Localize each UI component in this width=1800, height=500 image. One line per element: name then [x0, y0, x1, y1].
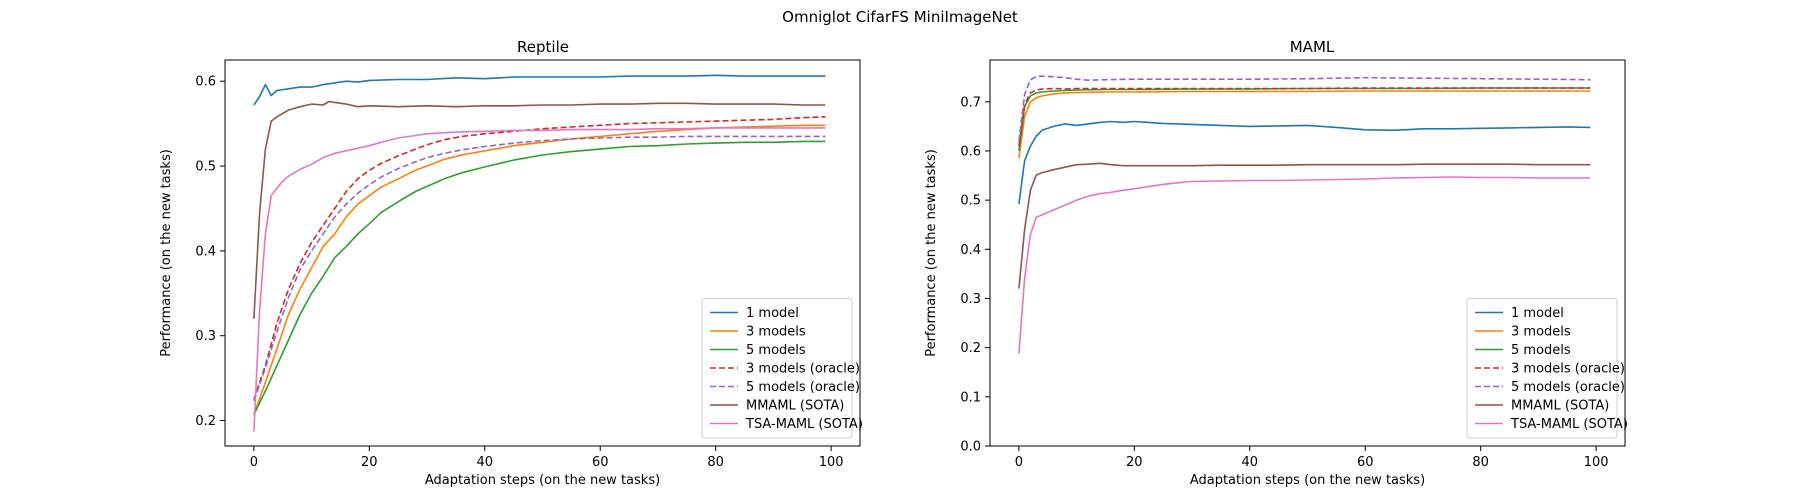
reptile-series-line-5: [253, 100, 826, 319]
maml-chart: MAML 0 20 40 60 80 100 0.0 0.1 0.2 0.3 0.4 0.5 0.6 0.…: [924, 38, 1628, 488]
maml-series-group: [1018, 75, 1591, 354]
maml-legend-label-6: TSA-MAML (SOTA): [1510, 417, 1628, 432]
maml-y-axis-label: Performance (on the new tasks): [924, 149, 939, 357]
reptile-legend-label-4: 5 models (oracle): [746, 380, 860, 395]
maml-legend-label-2: 5 models: [1511, 343, 1571, 358]
maml-y-tick-label: 0.4: [960, 243, 981, 258]
maml-y-tick-label: 0.2: [960, 341, 981, 356]
maml-plot-frame: [989, 59, 1626, 447]
reptile-x-axis-label: Adaptation steps (on the new tasks): [425, 473, 660, 488]
maml-legend-label-1: 3 models: [1511, 325, 1571, 340]
maml-legend: 1 model 3 models 5 models 3 models (oracle)…: [1466, 298, 1628, 439]
reptile-x-tick-label: 20: [361, 455, 378, 470]
reptile-x-tick-label: 0: [250, 455, 258, 470]
maml-legend-label-5: MMAML (SOTA): [1511, 399, 1609, 414]
maml-legend-label-3: 3 models (oracle): [1511, 362, 1625, 377]
reptile-series-line-0: [253, 74, 826, 106]
maml-x-tick-label: 100: [1584, 455, 1609, 470]
maml-x-tick-label: 0: [1015, 455, 1023, 470]
maml-x-axis-label: Adaptation steps (on the new tasks): [1190, 473, 1425, 488]
reptile-chart: Reptile 0 20 40 60 80 100 0.2 0.3 0.4 0.5 0.6 Adapt…: [159, 38, 863, 488]
reptile-series-line-3: [253, 116, 826, 400]
maml-legend-label-0: 1 model: [1511, 306, 1564, 321]
reptile-series-line-2: [253, 140, 826, 415]
maml-series-line-2: [1018, 87, 1591, 152]
reptile-x-tick-label: 60: [592, 455, 609, 470]
maml-series-line-0: [1018, 120, 1591, 205]
maml-x-tick-label: 40: [1241, 455, 1258, 470]
figure-suptitle: Omniglot CifarFS MiniImageNet: [782, 8, 1018, 26]
maml-x-tick-label: 60: [1357, 455, 1374, 470]
maml-series-line-1: [1018, 90, 1591, 159]
maml-legend-label-4: 5 models (oracle): [1511, 380, 1625, 395]
reptile-legend: 1 model 3 models 5 models 3 models (oracle)…: [701, 298, 863, 439]
reptile-y-tick-label: 0.4: [195, 244, 216, 259]
reptile-legend-label-3: 3 models (oracle): [746, 362, 860, 377]
reptile-x-tick-label: 100: [819, 455, 844, 470]
maml-series-line-4: [1018, 75, 1591, 142]
maml-legend-box: [1466, 298, 1618, 439]
maml-x-tick-label: 20: [1126, 455, 1143, 470]
reptile-y-tick-label: 0.6: [195, 75, 216, 90]
reptile-series-line-4: [253, 135, 826, 402]
reptile-legend-label-2: 5 models: [746, 343, 806, 358]
reptile-legend-label-6: TSA-MAML (SOTA): [745, 417, 863, 432]
maml-series-line-5: [1018, 162, 1591, 289]
reptile-y-axis-label: Performance (on the new tasks): [159, 149, 174, 357]
maml-series-line-3: [1018, 87, 1591, 147]
reptile-chart-title: Reptile: [517, 38, 569, 56]
reptile-y-tick-label: 0.2: [195, 414, 216, 429]
maml-y-tick-label: 0.0: [960, 440, 981, 455]
reptile-x-tick-label: 40: [476, 455, 493, 470]
reptile-legend-label-0: 1 model: [746, 306, 799, 321]
reptile-plot-frame: [224, 59, 861, 447]
maml-x-tick-label: 80: [1472, 455, 1489, 470]
maml-series-line-6: [1018, 176, 1591, 354]
reptile-series-line-6: [253, 127, 826, 432]
reptile-legend-box: [701, 298, 853, 439]
maml-y-tick-label: 0.5: [960, 194, 981, 209]
maml-y-tick-label: 0.6: [960, 144, 981, 159]
reptile-y-tick-label: 0.5: [195, 160, 216, 175]
reptile-legend-label-1: 3 models: [746, 325, 806, 340]
reptile-series-group: [253, 74, 826, 432]
maml-y-tick-label: 0.1: [960, 390, 981, 405]
maml-y-tick-label: 0.7: [960, 95, 981, 110]
reptile-y-tick-label: 0.3: [195, 329, 216, 344]
reptile-x-tick-label: 80: [707, 455, 724, 470]
maml-chart-title: MAML: [1290, 38, 1335, 56]
reptile-legend-label-5: MMAML (SOTA): [746, 399, 844, 414]
maml-y-tick-label: 0.3: [960, 292, 981, 307]
